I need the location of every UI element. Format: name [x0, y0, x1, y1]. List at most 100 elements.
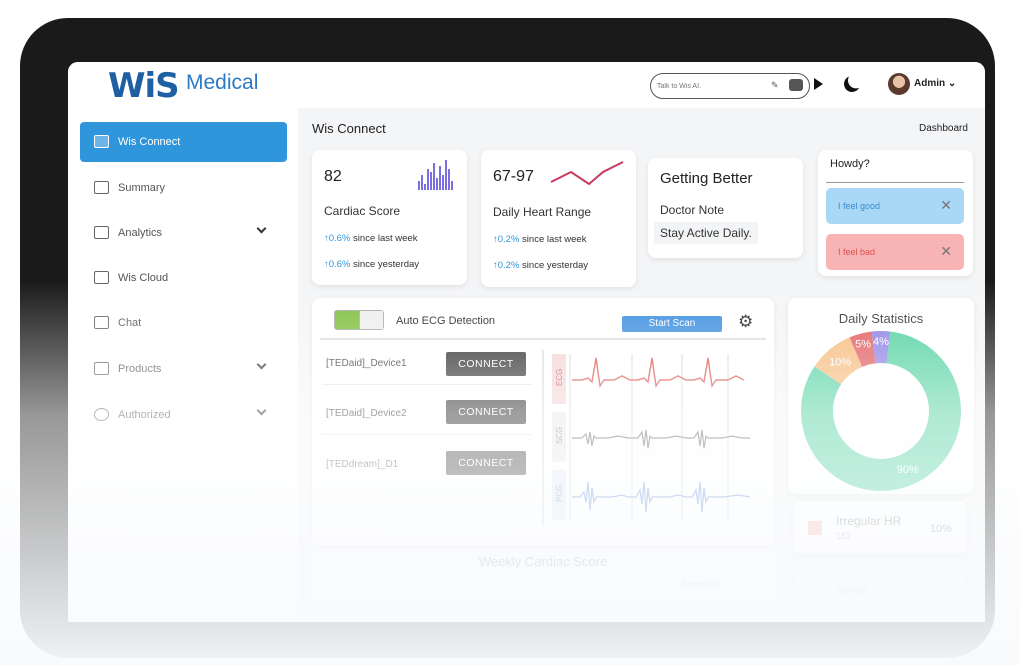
chevron-down-icon: [256, 405, 267, 416]
doctor-note-label: Doctor Note: [660, 203, 725, 217]
user-name: Admin: [914, 78, 946, 89]
heart-range-card: 67-97 Daily Heart Range ↑0.2% since last…: [481, 150, 636, 287]
sidebar-item-label: Products: [118, 363, 162, 375]
sidebar-item-products[interactable]: Products: [80, 349, 287, 389]
feel-bad-option[interactable]: I feel bad ✕: [826, 234, 964, 270]
spark-bar: [445, 160, 447, 190]
toggle-knob: [359, 311, 383, 329]
sidebar-item-label: Wis Cloud: [118, 272, 169, 284]
brand-name: Medical: [186, 71, 259, 94]
connect-button[interactable]: CONNECT: [446, 352, 526, 376]
auto-ecg-label: Auto ECG Detection: [396, 315, 496, 327]
sidebar-item-authorized[interactable]: Authorized: [80, 395, 287, 435]
donut-slice-label: 4%: [873, 336, 889, 348]
sidebar-item-summary[interactable]: Summary: [80, 168, 287, 208]
weekly-cardiac-caption: Scheduled: [682, 580, 720, 589]
spark-bar: [448, 169, 450, 190]
daily-statistics-title: Daily Statistics: [838, 311, 924, 326]
pct-value: ↑0.6%: [324, 233, 351, 244]
tablet-frame: WiS Medical ✎ Admin ⌄ Wis Connect Su: [20, 18, 995, 658]
irregular-hr-pct: 10%: [930, 523, 953, 535]
sidebar-item-label: Wis Connect: [118, 136, 181, 148]
summary-icon: [94, 181, 109, 194]
change-text: since yesterday: [350, 259, 420, 270]
connect-icon: [94, 135, 109, 148]
products-icon: [94, 362, 109, 375]
pct-value: ↑0.2%: [493, 260, 520, 271]
bar-chart-icon: [418, 160, 453, 190]
irregular-hr-count: 162: [836, 531, 852, 541]
gear-icon[interactable]: ⚙: [738, 312, 754, 331]
change-text: since yesterday: [519, 260, 589, 271]
spark-bar: [433, 163, 435, 190]
spark-bar: [442, 175, 444, 190]
pct-value: ↑0.2%: [493, 234, 520, 245]
ai-chat-input[interactable]: [657, 78, 767, 94]
pct-value: ↑0.6%: [324, 259, 351, 270]
heart-day-change: ↑0.2% since yesterday: [493, 260, 588, 271]
sidebar-item-analytics[interactable]: Analytics: [80, 213, 287, 253]
cardiac-score-label: Cardiac Score: [324, 204, 401, 218]
dark-mode-icon[interactable]: [842, 74, 863, 95]
sidebar-item-chat[interactable]: Chat: [80, 303, 287, 343]
signal-plots: ECG SCG PCG: [552, 354, 751, 520]
cardiac-score-value: 82: [324, 168, 342, 185]
spark-bar: [436, 178, 438, 190]
pcg-waveform: [572, 481, 751, 513]
ecg-panel: Auto ECG Detection Start Scan ⚙ [TEDaid]…: [312, 298, 774, 546]
auto-ecg-toggle[interactable]: [334, 310, 384, 330]
camera-icon[interactable]: [789, 79, 803, 91]
donut-slice-label: 10%: [829, 357, 851, 369]
spark-bar: [439, 166, 441, 190]
close-icon[interactable]: ✕: [940, 197, 952, 213]
avatar[interactable]: [888, 73, 910, 95]
donut-slice-label: 90%: [897, 464, 919, 476]
page-title: Wis Connect: [312, 121, 386, 136]
scg-signal-label: SCG: [555, 427, 564, 444]
sidebar-item-label: Analytics: [118, 227, 163, 239]
howdy-card: Howdy? I feel good ✕ I feel bad ✕: [818, 150, 973, 276]
change-text: since last week: [519, 234, 587, 245]
spark-bar: [418, 181, 420, 190]
weekly-cardiac-title: Weekly Cardiac Score: [478, 554, 608, 569]
cardiac-week-change: ↑0.6% since last week: [324, 233, 417, 244]
spark-bars: [418, 160, 453, 190]
cloud-icon: [94, 271, 109, 284]
daily-statistics-donut: 90% 10% 5% 4%: [801, 331, 961, 491]
breadcrumb[interactable]: Dashboard: [919, 123, 968, 134]
feel-good-label: I feel good: [838, 201, 881, 211]
weekly-cardiac-card: Weekly Cardiac Score Scheduled: [312, 548, 774, 622]
connect-button[interactable]: CONNECT: [446, 451, 526, 475]
close-icon[interactable]: ✕: [940, 243, 952, 259]
ecg-panel-header: Auto ECG Detection Start Scan ⚙: [320, 304, 766, 340]
divider: [542, 350, 544, 526]
irregular-hr-card: Irregular HR 162 10%: [792, 499, 968, 555]
chevron-down-icon: ⌄: [947, 78, 957, 89]
user-menu[interactable]: Admin ⌄: [914, 78, 956, 89]
analytics-icon: [94, 226, 109, 239]
sidebar-item-wis-connect[interactable]: Wis Connect: [80, 122, 287, 162]
top-bar: WiS Medical ✎ Admin ⌄: [68, 62, 985, 108]
heart-range-value: 67-97: [493, 168, 534, 185]
ecg-signal-label: ECG: [555, 369, 564, 386]
device-name: [TEDaid]_Device1: [326, 358, 407, 369]
feel-good-option[interactable]: I feel good ✕: [826, 188, 964, 224]
sidebar-item-wis-cloud[interactable]: Wis Cloud: [80, 258, 287, 298]
sidebar-item-label: Summary: [118, 182, 166, 194]
spark-bar: [421, 175, 423, 190]
doctor-note-text: Stay Active Daily.: [654, 222, 758, 244]
trend-line-icon: [550, 161, 624, 186]
start-scan-button[interactable]: Start Scan: [622, 316, 722, 332]
sidebar-item-label: Chat: [118, 317, 142, 329]
device-name: [TEDdream]_D1: [326, 459, 399, 470]
ai-search-box[interactable]: ✎: [650, 73, 810, 99]
normal-row-label: Normal: [836, 586, 869, 597]
daily-statistics-card: Daily Statistics 90% 10% 5% 4%: [788, 298, 974, 494]
irregular-hr-label: Irregular HR: [836, 514, 902, 528]
spark-bar: [430, 172, 432, 190]
getting-better-card: Getting Better Doctor Note Stay Active D…: [648, 158, 803, 258]
send-icon[interactable]: [814, 78, 823, 90]
connect-button[interactable]: CONNECT: [446, 400, 526, 424]
device-name: [TEDaid]_Device2: [326, 408, 407, 419]
attach-icon[interactable]: ✎: [771, 80, 779, 90]
